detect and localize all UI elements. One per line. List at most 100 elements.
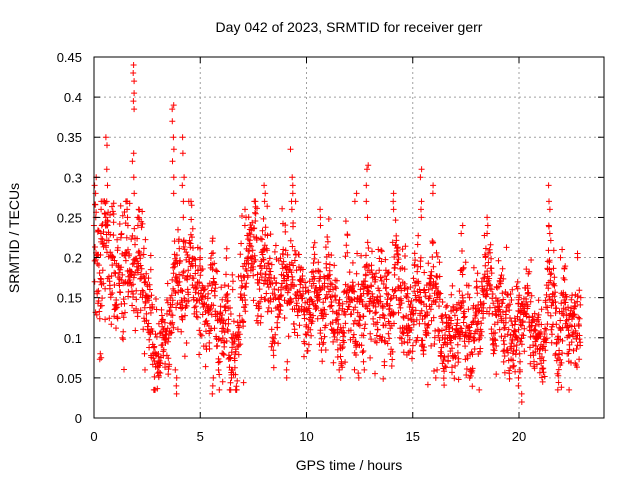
- data-point: [454, 349, 461, 356]
- data-point: [124, 206, 131, 213]
- data-point: [262, 224, 269, 231]
- data-point: [259, 227, 266, 234]
- data-point: [250, 297, 257, 304]
- data-point: [427, 281, 434, 288]
- data-point: [418, 206, 424, 213]
- data-point: [516, 292, 523, 299]
- data-point: [574, 293, 581, 300]
- data-point: [317, 206, 324, 213]
- data-point: [385, 291, 392, 298]
- data-point: [250, 263, 257, 270]
- data-point: [466, 374, 473, 381]
- data-point: [301, 315, 308, 322]
- data-point: [254, 205, 260, 212]
- data-point: [317, 327, 324, 334]
- data-point: [429, 254, 436, 260]
- data-point: [376, 287, 383, 294]
- data-point: [242, 206, 248, 213]
- data-point: [495, 297, 502, 304]
- data-point: [119, 271, 126, 278]
- data-point: [315, 259, 322, 266]
- data-point: [299, 266, 306, 273]
- data-point: [543, 335, 550, 342]
- data-point: [290, 262, 297, 269]
- data-point: [130, 174, 137, 181]
- data-point: [555, 379, 562, 386]
- data-point: [109, 253, 116, 260]
- data-point: [170, 270, 177, 277]
- data-point: [531, 326, 538, 333]
- data-point: [278, 292, 285, 298]
- data-point: [351, 288, 358, 295]
- data-point: [237, 341, 244, 348]
- data-point: [149, 328, 156, 335]
- data-point: [438, 350, 445, 357]
- data-point: [373, 332, 380, 339]
- data-point: [258, 294, 265, 301]
- data-point: [534, 335, 541, 342]
- data-point: [178, 305, 185, 312]
- data-point: [119, 334, 126, 341]
- data-point: [378, 258, 385, 265]
- data-point: [555, 366, 562, 373]
- data-point: [96, 308, 103, 315]
- data-point: [302, 284, 309, 291]
- data-point: [386, 335, 393, 342]
- data-point: [535, 311, 542, 318]
- data-point: [329, 319, 336, 326]
- data-point: [290, 220, 297, 226]
- y-tick-label: 0.05: [57, 371, 82, 386]
- data-point: [257, 270, 264, 277]
- data-point: [339, 300, 346, 307]
- data-point: [318, 286, 324, 293]
- data-point: [574, 254, 581, 261]
- data-point: [360, 358, 367, 365]
- data-point: [164, 280, 171, 287]
- data-point: [539, 366, 546, 372]
- data-point: [474, 270, 481, 277]
- data-point: [176, 271, 183, 278]
- data-point: [210, 374, 217, 381]
- data-point: [179, 134, 186, 141]
- data-point: [385, 270, 392, 276]
- data-point: [287, 295, 294, 302]
- data-point: [101, 211, 108, 217]
- data-point: [206, 345, 213, 352]
- data-point: [122, 257, 129, 264]
- data-point: [430, 182, 437, 189]
- data-point: [353, 352, 359, 358]
- data-point: [548, 302, 555, 309]
- data-point: [337, 374, 344, 381]
- data-point: [528, 292, 535, 299]
- data-point: [134, 214, 141, 221]
- data-point: [254, 271, 261, 278]
- data-point: [415, 280, 422, 287]
- data-point: [405, 315, 412, 322]
- data-point: [362, 278, 369, 285]
- data-point: [518, 341, 525, 348]
- data-point: [363, 182, 370, 189]
- data-point: [379, 334, 386, 341]
- data-point: [179, 150, 186, 157]
- data-point: [535, 297, 542, 304]
- data-point: [577, 339, 584, 346]
- data-point: [142, 300, 149, 306]
- data-point: [113, 325, 119, 332]
- data-point: [424, 322, 431, 329]
- data-point: [499, 300, 506, 307]
- data-point: [140, 289, 147, 295]
- data-point: [291, 247, 298, 254]
- data-point: [146, 297, 152, 304]
- data-point: [266, 265, 273, 272]
- data-point: [146, 336, 153, 343]
- data-point: [260, 256, 267, 263]
- data-point: [229, 286, 236, 293]
- data-point: [435, 332, 442, 339]
- data-point: [466, 294, 473, 301]
- data-point: [506, 301, 513, 308]
- data-point: [409, 355, 415, 362]
- data-point: [207, 305, 214, 312]
- data-point: [223, 271, 229, 278]
- data-point: [470, 264, 477, 271]
- data-point: [400, 330, 407, 337]
